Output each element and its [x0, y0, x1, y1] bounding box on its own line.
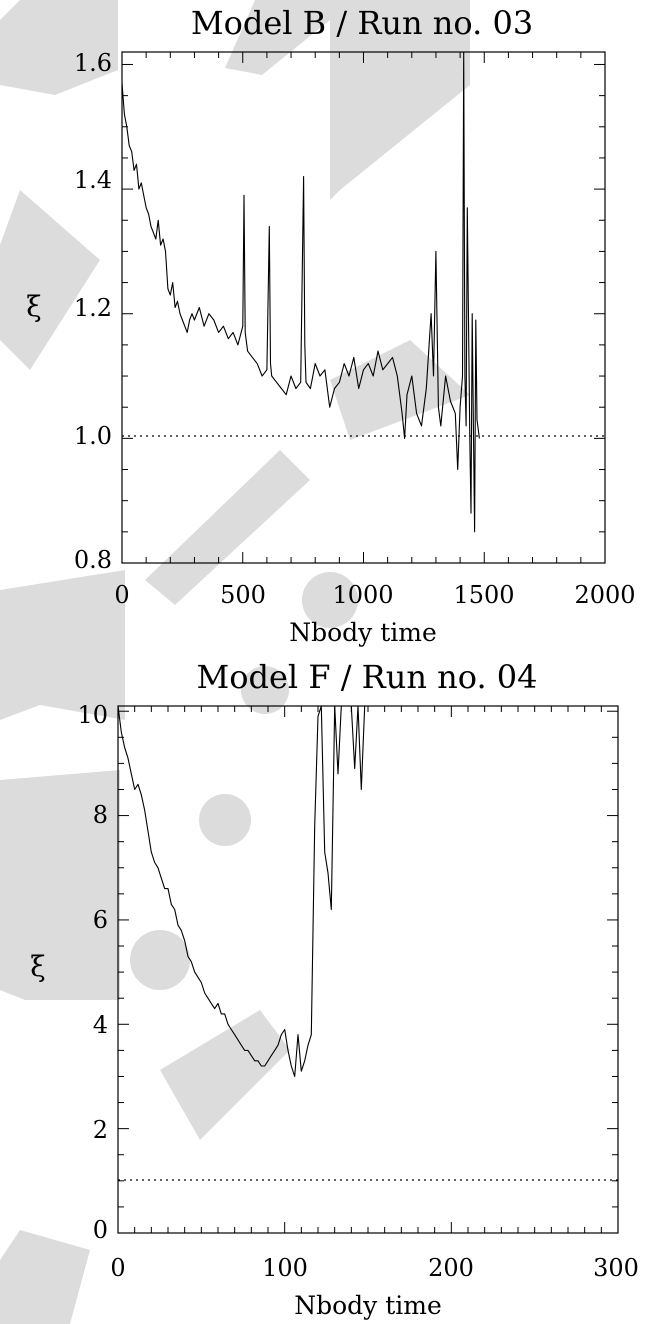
chart-2-title: Model F / Run no. 04: [196, 658, 537, 696]
chart-1-x-axis-label: Nbody time: [289, 618, 437, 647]
chart-1-xtick-label: 2000: [574, 581, 635, 609]
chart-1-ytick-label: 1.4: [74, 166, 112, 194]
chart-2-plot-frame: [117, 705, 619, 1234]
chart-2-ytick-label: 4: [93, 1011, 108, 1039]
chart-2-xtick-label: 100: [262, 1254, 308, 1282]
chart-2-xtick-label: 300: [593, 1254, 639, 1282]
chart-2-ytick-label: 2: [93, 1116, 108, 1144]
chart-1-title: Model B / Run no. 03: [191, 4, 533, 42]
watermark: [0, 0, 470, 1324]
chart-2-series-line: [117, 705, 366, 1078]
chart-2-ytick-label: 8: [93, 801, 108, 829]
chart-1-tick-marks: [121, 52, 606, 564]
chart-1-xtick-label: 0: [114, 581, 129, 609]
chart-2-x-axis-label: Nbody time: [294, 1291, 442, 1320]
chart-1-xtick-label: 1500: [453, 581, 514, 609]
chart-1-ytick-label: 0.8: [74, 546, 112, 574]
chart-1-ytick-label: 1.0: [74, 422, 112, 450]
chart-1-series-line: [121, 51, 480, 533]
chart-1-xtick-label: 1000: [332, 581, 393, 609]
chart-1-y-axis-label: ξ: [26, 290, 41, 323]
chart-1-plot-frame: [121, 51, 606, 564]
chart-1-ytick-label: 1.2: [74, 294, 112, 322]
chart-1-ytick-label: 1.6: [74, 49, 112, 77]
chart-2-ytick-label: 0: [93, 1216, 108, 1244]
chart-panel-1: Model B / Run no. 03 1.6 1.4 1.2 1.0 0.8…: [26, 4, 635, 647]
chart-2-ytick-label: 6: [93, 906, 108, 934]
chart-2-tick-marks: [117, 706, 619, 1234]
chart-2-y-axis-label: ξ: [30, 950, 45, 983]
chart-2-xtick-label: 200: [428, 1254, 474, 1282]
chart-2-xtick-label: 0: [110, 1254, 125, 1282]
chart-2-ytick-label: 10: [77, 701, 108, 729]
chart-panel-2: Model F / Run no. 04 10 8 6 4 2 0 0 100 …: [30, 658, 639, 1320]
chart-1-xtick-label: 500: [220, 581, 266, 609]
